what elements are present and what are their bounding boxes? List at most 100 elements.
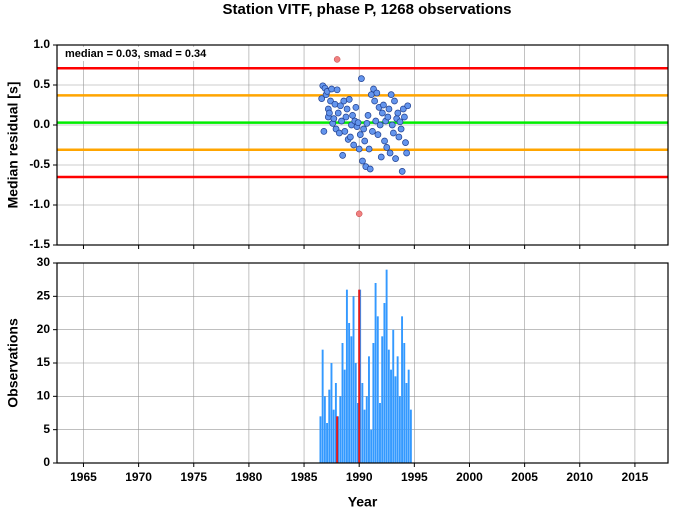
plot-frame [56,44,669,246]
histogram-bar [370,429,373,463]
histogram-bar [332,409,335,463]
annotation-bg [61,47,231,61]
data-point [330,115,338,122]
data-point [339,152,346,159]
x-tick-label: 1995 [401,470,428,484]
y-axis-label: Median residual [s] [5,82,21,209]
data-point [320,128,328,135]
data-point [363,120,371,127]
histogram-bar [323,396,326,463]
data-point [342,113,350,121]
histogram-bar [330,363,333,463]
histogram-bar [392,329,395,463]
histogram-bar [372,343,375,463]
data-point [350,141,358,149]
y-tick-label: 0 [43,455,50,469]
histogram-bar [361,383,364,463]
histogram-bar [350,336,353,463]
data-point [388,121,396,129]
data-point [347,133,354,141]
data-point [369,128,376,135]
histogram-bar [321,349,324,463]
y-tick-label: 5 [43,422,50,436]
histogram-bar [383,303,386,463]
histogram-bar [348,323,351,463]
chart-title: Station VITF, phase P, 1268 observations [223,1,512,18]
data-point [338,117,345,125]
data-point [402,139,409,146]
y-tick-label: 0.0 [33,117,50,131]
data-point [395,133,403,141]
x-tick-label: 1965 [70,470,97,484]
x-tick-label: 2005 [511,470,538,484]
histogram-bar [363,409,366,463]
histogram-bar [409,409,412,463]
histogram-bar [352,296,355,463]
data-point [327,97,334,105]
histogram-bar [345,289,348,463]
data-point [403,149,410,157]
x-tick-label: 1990 [346,470,373,484]
data-point [359,157,366,165]
histogram-bar [403,343,406,463]
data-point [333,86,341,94]
x-tick-label: 1970 [125,470,152,484]
y-tick-label: -0.5 [29,157,50,171]
y-tick-label: 10 [37,389,51,403]
data-point [340,97,348,105]
histogram-bar [341,343,344,463]
data-point [355,145,363,153]
x-tick-label: 1985 [291,470,318,484]
data-point [396,118,404,126]
data-point [334,109,342,117]
histogram-bar [394,376,397,463]
x-tick-label: 2015 [622,470,649,484]
histogram-bar [365,396,368,463]
data-point [326,109,333,117]
data-point [349,112,356,119]
data-point [366,165,374,173]
data-point [341,128,349,135]
data-point [358,75,365,82]
data-point [398,168,406,175]
histogram-bar [319,416,322,463]
outlier-point [355,210,363,218]
histogram-bar [396,356,399,463]
data-point [394,109,402,117]
histogram-bar [354,363,357,463]
data-point [343,105,351,113]
data-point [379,109,386,117]
y-tick-label: 15 [37,355,51,369]
x-axis-label: Year [348,494,378,510]
x-tick-label: 2000 [456,470,483,484]
y-tick-label: 30 [37,255,51,269]
data-point [345,96,353,103]
y-tick-label: 0.5 [33,77,50,91]
data-point [401,113,408,121]
y-tick-label: -1.5 [29,237,50,251]
histogram-bar [326,423,329,463]
y-tick-label: -1.0 [29,197,50,211]
data-point [377,153,385,161]
data-point [399,105,407,113]
data-point [372,117,380,125]
outlier-point [333,56,341,63]
data-point [380,101,387,109]
histogram-bar [374,283,377,463]
highlight-bar [358,289,361,463]
histogram-bar [339,396,342,463]
y-tick-label: 20 [37,322,51,336]
histogram-bar [398,396,401,463]
data-point [367,91,375,98]
histogram-bar [390,369,392,463]
data-point [328,85,335,93]
data-point [318,95,326,102]
data-point [356,131,364,138]
histogram-bar [368,356,370,463]
data-point [404,102,412,110]
data-point [383,144,391,151]
y-tick-label: 1.0 [33,37,50,51]
data-point [371,97,378,105]
histogram-bar [407,369,410,463]
